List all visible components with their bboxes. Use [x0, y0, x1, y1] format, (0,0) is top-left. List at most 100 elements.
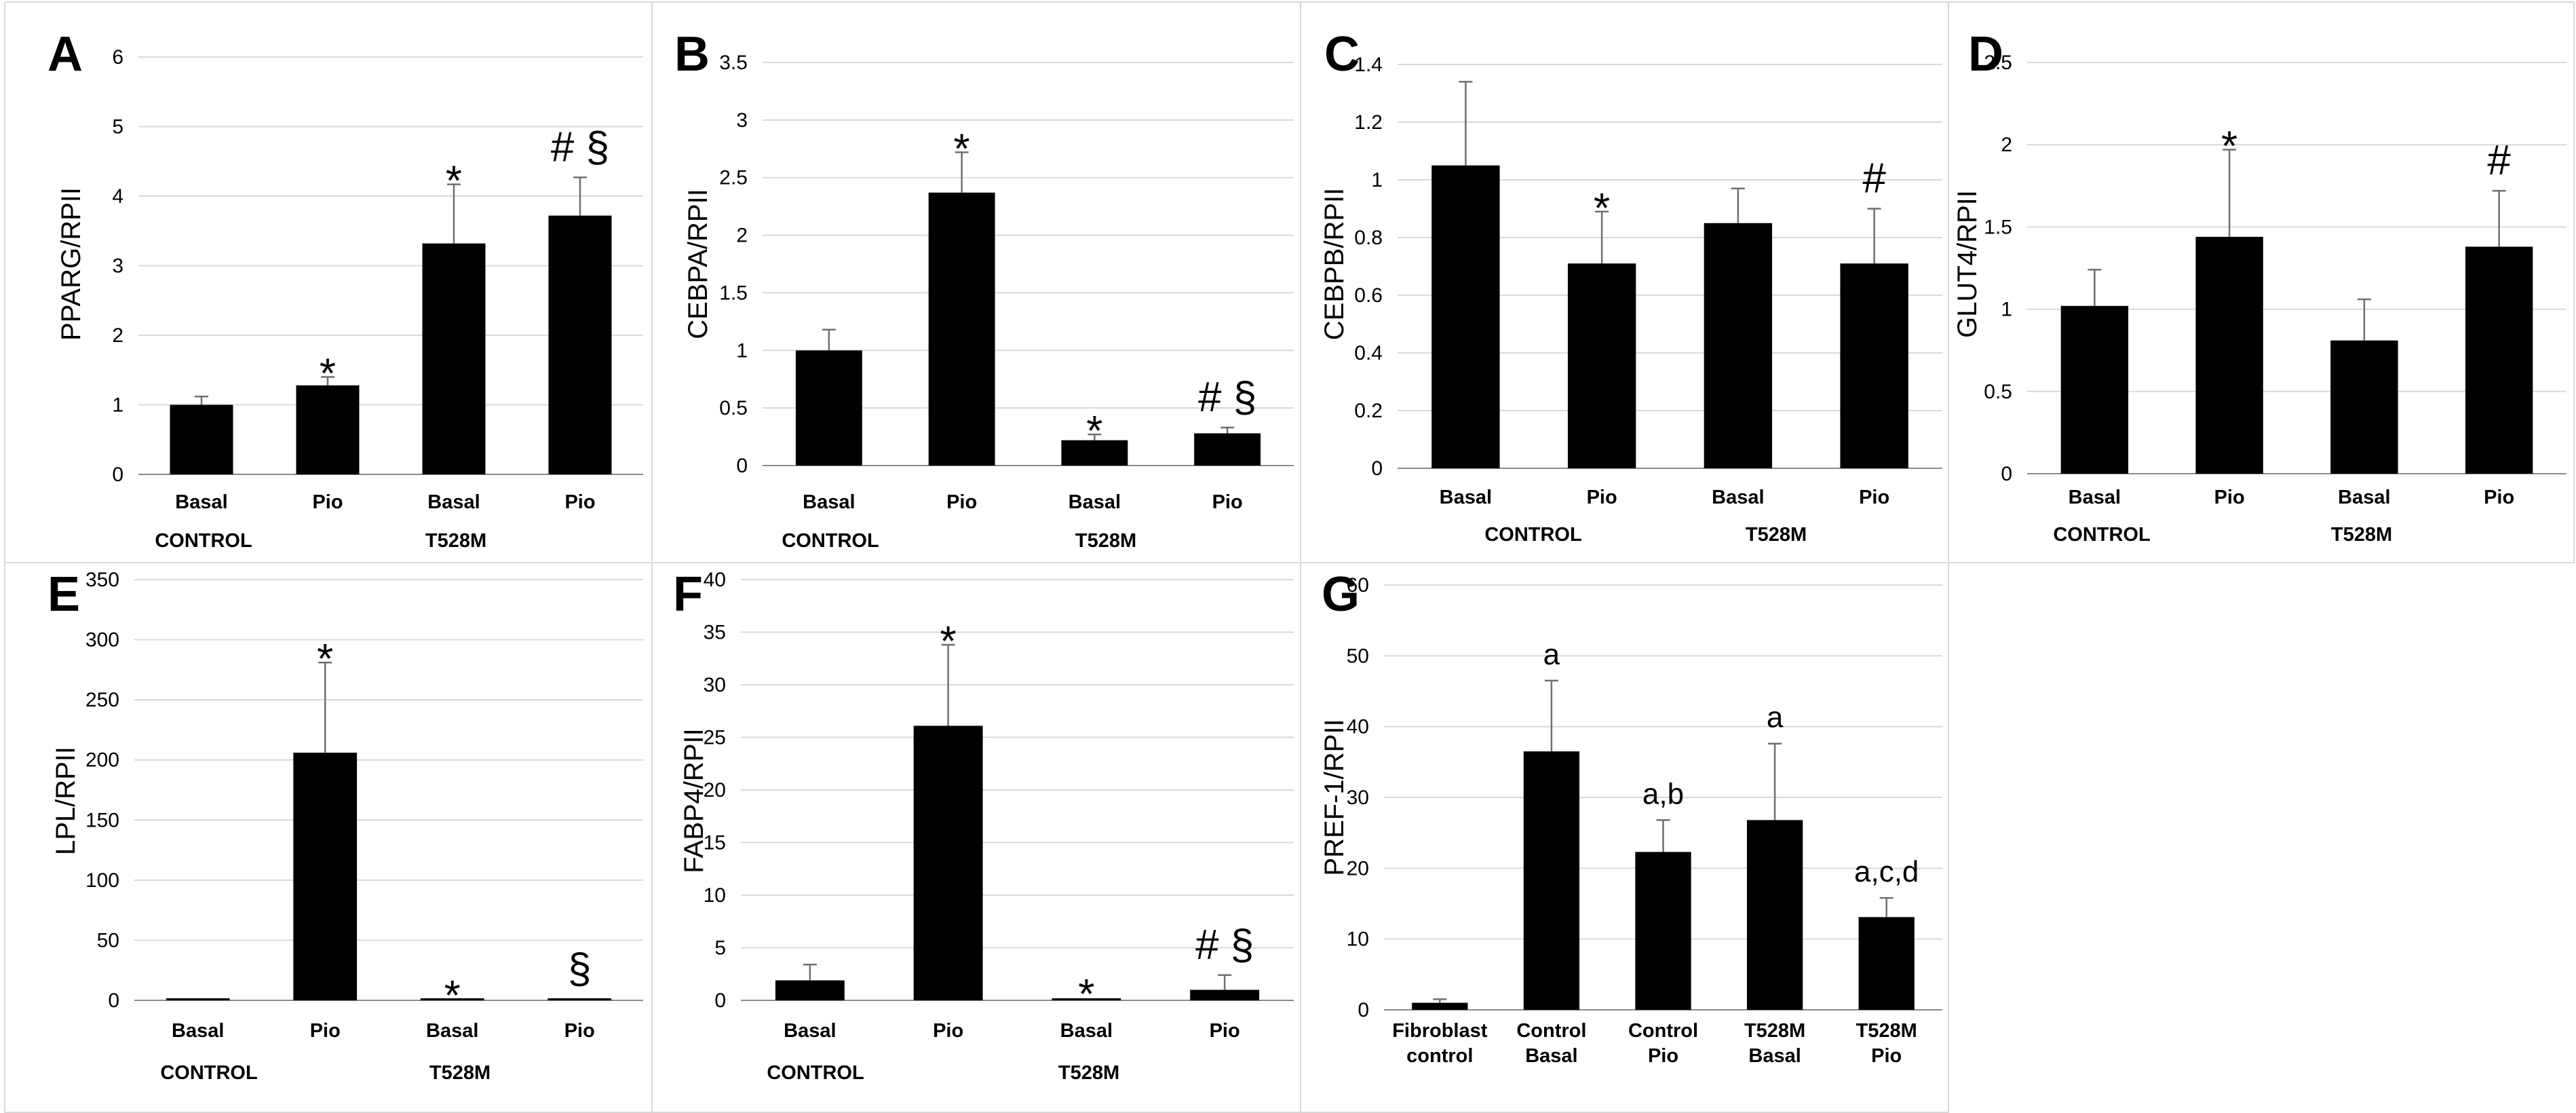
x-tick-label: Pio [1587, 487, 1617, 508]
y-tick-label: 5 [714, 937, 726, 960]
chart-A: A 0 1 2 3 4 5 6 PPARG/RPII Basal Pio * Basal * Pio # § C… [47, 27, 643, 552]
x-tick-label: Basal [2338, 487, 2390, 508]
significance-label: * [1594, 185, 1610, 232]
bar [548, 215, 612, 474]
y-tick-label: 100 [85, 869, 119, 892]
x-tick-label: Pio [1648, 1045, 1678, 1067]
y-tick-label: 50 [1347, 645, 1369, 667]
bar [1746, 820, 1803, 1010]
x-tick-label: Pio [946, 491, 977, 513]
y-tick-label: 20 [1347, 857, 1369, 880]
x-tick-label: Pio [2484, 487, 2514, 508]
bar [1061, 440, 1128, 466]
significance-label: a [1543, 638, 1560, 671]
x-tick-label: Basal [1525, 1045, 1577, 1067]
y-tick-label: 1.5 [719, 282, 748, 304]
bar [166, 998, 230, 1000]
group-label: CONTROL [782, 530, 879, 552]
bar [795, 350, 862, 466]
x-tick-label: Pio [933, 1020, 963, 1042]
panel-A: A 0 1 2 3 4 5 6 PPARG/RPII Basal Pio * Basal * Pio # § C… [4, 1, 653, 563]
y-tick-label: 2.5 [1984, 52, 2012, 74]
bar [1194, 433, 1261, 466]
bar [1431, 165, 1500, 468]
y-tick-label: 300 [85, 629, 119, 652]
group-label: CONTROL [2053, 524, 2150, 546]
significance-label: * [1078, 971, 1094, 1018]
y-axis-label: PPARG/RPII [56, 187, 86, 341]
significance-label: * [444, 973, 461, 1019]
x-tick-label: Pio [564, 491, 595, 513]
y-tick-label: 0 [112, 464, 123, 486]
chart-D: D 0 0.5 1 1.5 2 2.5 GLUT4/RPII Basal Pio * Basal Pio… [1953, 27, 2567, 546]
bar [1412, 1002, 1468, 1010]
y-tick-label: 0 [108, 989, 119, 1012]
y-tick-label: 1.2 [1354, 111, 1383, 134]
panel-G: G 0 10 20 30 40 50 60 PREF-1/RPII Fibroblast contr… [1300, 562, 1949, 1113]
y-tick-label: 0.8 [1354, 227, 1383, 249]
significance-label: * [940, 618, 957, 665]
y-axis-label: GLUT4/RPII [1953, 190, 1982, 338]
y-tick-label: 1 [2001, 299, 2012, 321]
x-tick-label: Basal [172, 1020, 224, 1042]
y-tick-label: 6 [112, 46, 123, 69]
y-tick-label: 35 [704, 622, 726, 644]
x-tick-label: Pio [1859, 487, 1889, 508]
y-tick-label: 0.5 [719, 397, 748, 419]
y-tick-label: 1 [736, 339, 748, 362]
panel-B: B 0 0.5 1 1.5 2 2.5 3 3.5 CEBPA/RPII Basal Pio * Basa… [651, 1, 1301, 563]
y-tick-label: 0 [1371, 457, 1383, 480]
y-axis-label: PREF-1/RPII [1320, 719, 1349, 875]
bar [547, 998, 612, 1000]
panel-label: C [1324, 27, 1360, 81]
y-tick-label: 0.6 [1354, 284, 1383, 307]
y-tick-label: 5 [112, 116, 123, 138]
bar [913, 725, 983, 1000]
x-tick-label: Pio [310, 1020, 341, 1042]
x-tick-label: Pio [312, 491, 343, 513]
y-tick-label: 150 [85, 809, 119, 831]
y-axis-label: CEBPA/RPII [683, 189, 713, 339]
significance-label: § [568, 945, 591, 992]
panel-label: D [1968, 27, 2003, 81]
significance-label: * [2221, 123, 2237, 170]
bar [1052, 998, 1121, 1000]
y-tick-label: 2 [112, 324, 123, 347]
group-label: T528M [1746, 524, 1807, 546]
x-tick-label: T528M [1856, 1020, 1917, 1042]
y-tick-label: 50 [97, 929, 119, 951]
x-tick-label: T528M [1744, 1020, 1805, 1042]
x-tick-label: Basal [1748, 1045, 1801, 1067]
x-tick-label: Pio [1212, 491, 1243, 513]
bar [2465, 246, 2533, 474]
x-tick-label: Basal [803, 491, 855, 513]
y-tick-label: 350 [85, 569, 119, 591]
significance-label: a,c,d [1854, 855, 1919, 888]
bar [1567, 263, 1636, 468]
significance-label: * [954, 126, 970, 172]
y-tick-label: 2 [736, 225, 748, 247]
x-tick-label: Basal [175, 491, 227, 513]
panel-F: F 0 5 10 15 20 25 30 35 40 FABP4/RPII Basal Pio * Basa… [651, 562, 1301, 1113]
y-tick-label: 0.5 [1984, 381, 2012, 403]
significance-label: # § [1195, 922, 1254, 968]
significance-label: * [320, 351, 336, 398]
y-axis-label: CEBPB/RPII [1320, 188, 1349, 341]
y-tick-label: 0 [1358, 999, 1369, 1021]
significance-label: a,b [1642, 777, 1684, 810]
bar [422, 243, 486, 474]
y-axis-label: FABP4/RPII [679, 728, 709, 873]
bar [775, 980, 845, 1000]
bar [296, 385, 360, 474]
bar [2060, 305, 2129, 474]
x-tick-label: Pio [1871, 1045, 1902, 1067]
bar [1704, 223, 1773, 468]
y-tick-label: 0 [2001, 463, 2012, 485]
y-tick-label: 40 [704, 569, 726, 591]
y-tick-label: 1 [112, 394, 123, 417]
y-tick-label: 0 [736, 455, 748, 477]
y-axis-label: LPL/RPII [51, 747, 81, 855]
y-tick-label: 25 [704, 727, 726, 749]
y-tick-label: 0.2 [1354, 400, 1383, 422]
